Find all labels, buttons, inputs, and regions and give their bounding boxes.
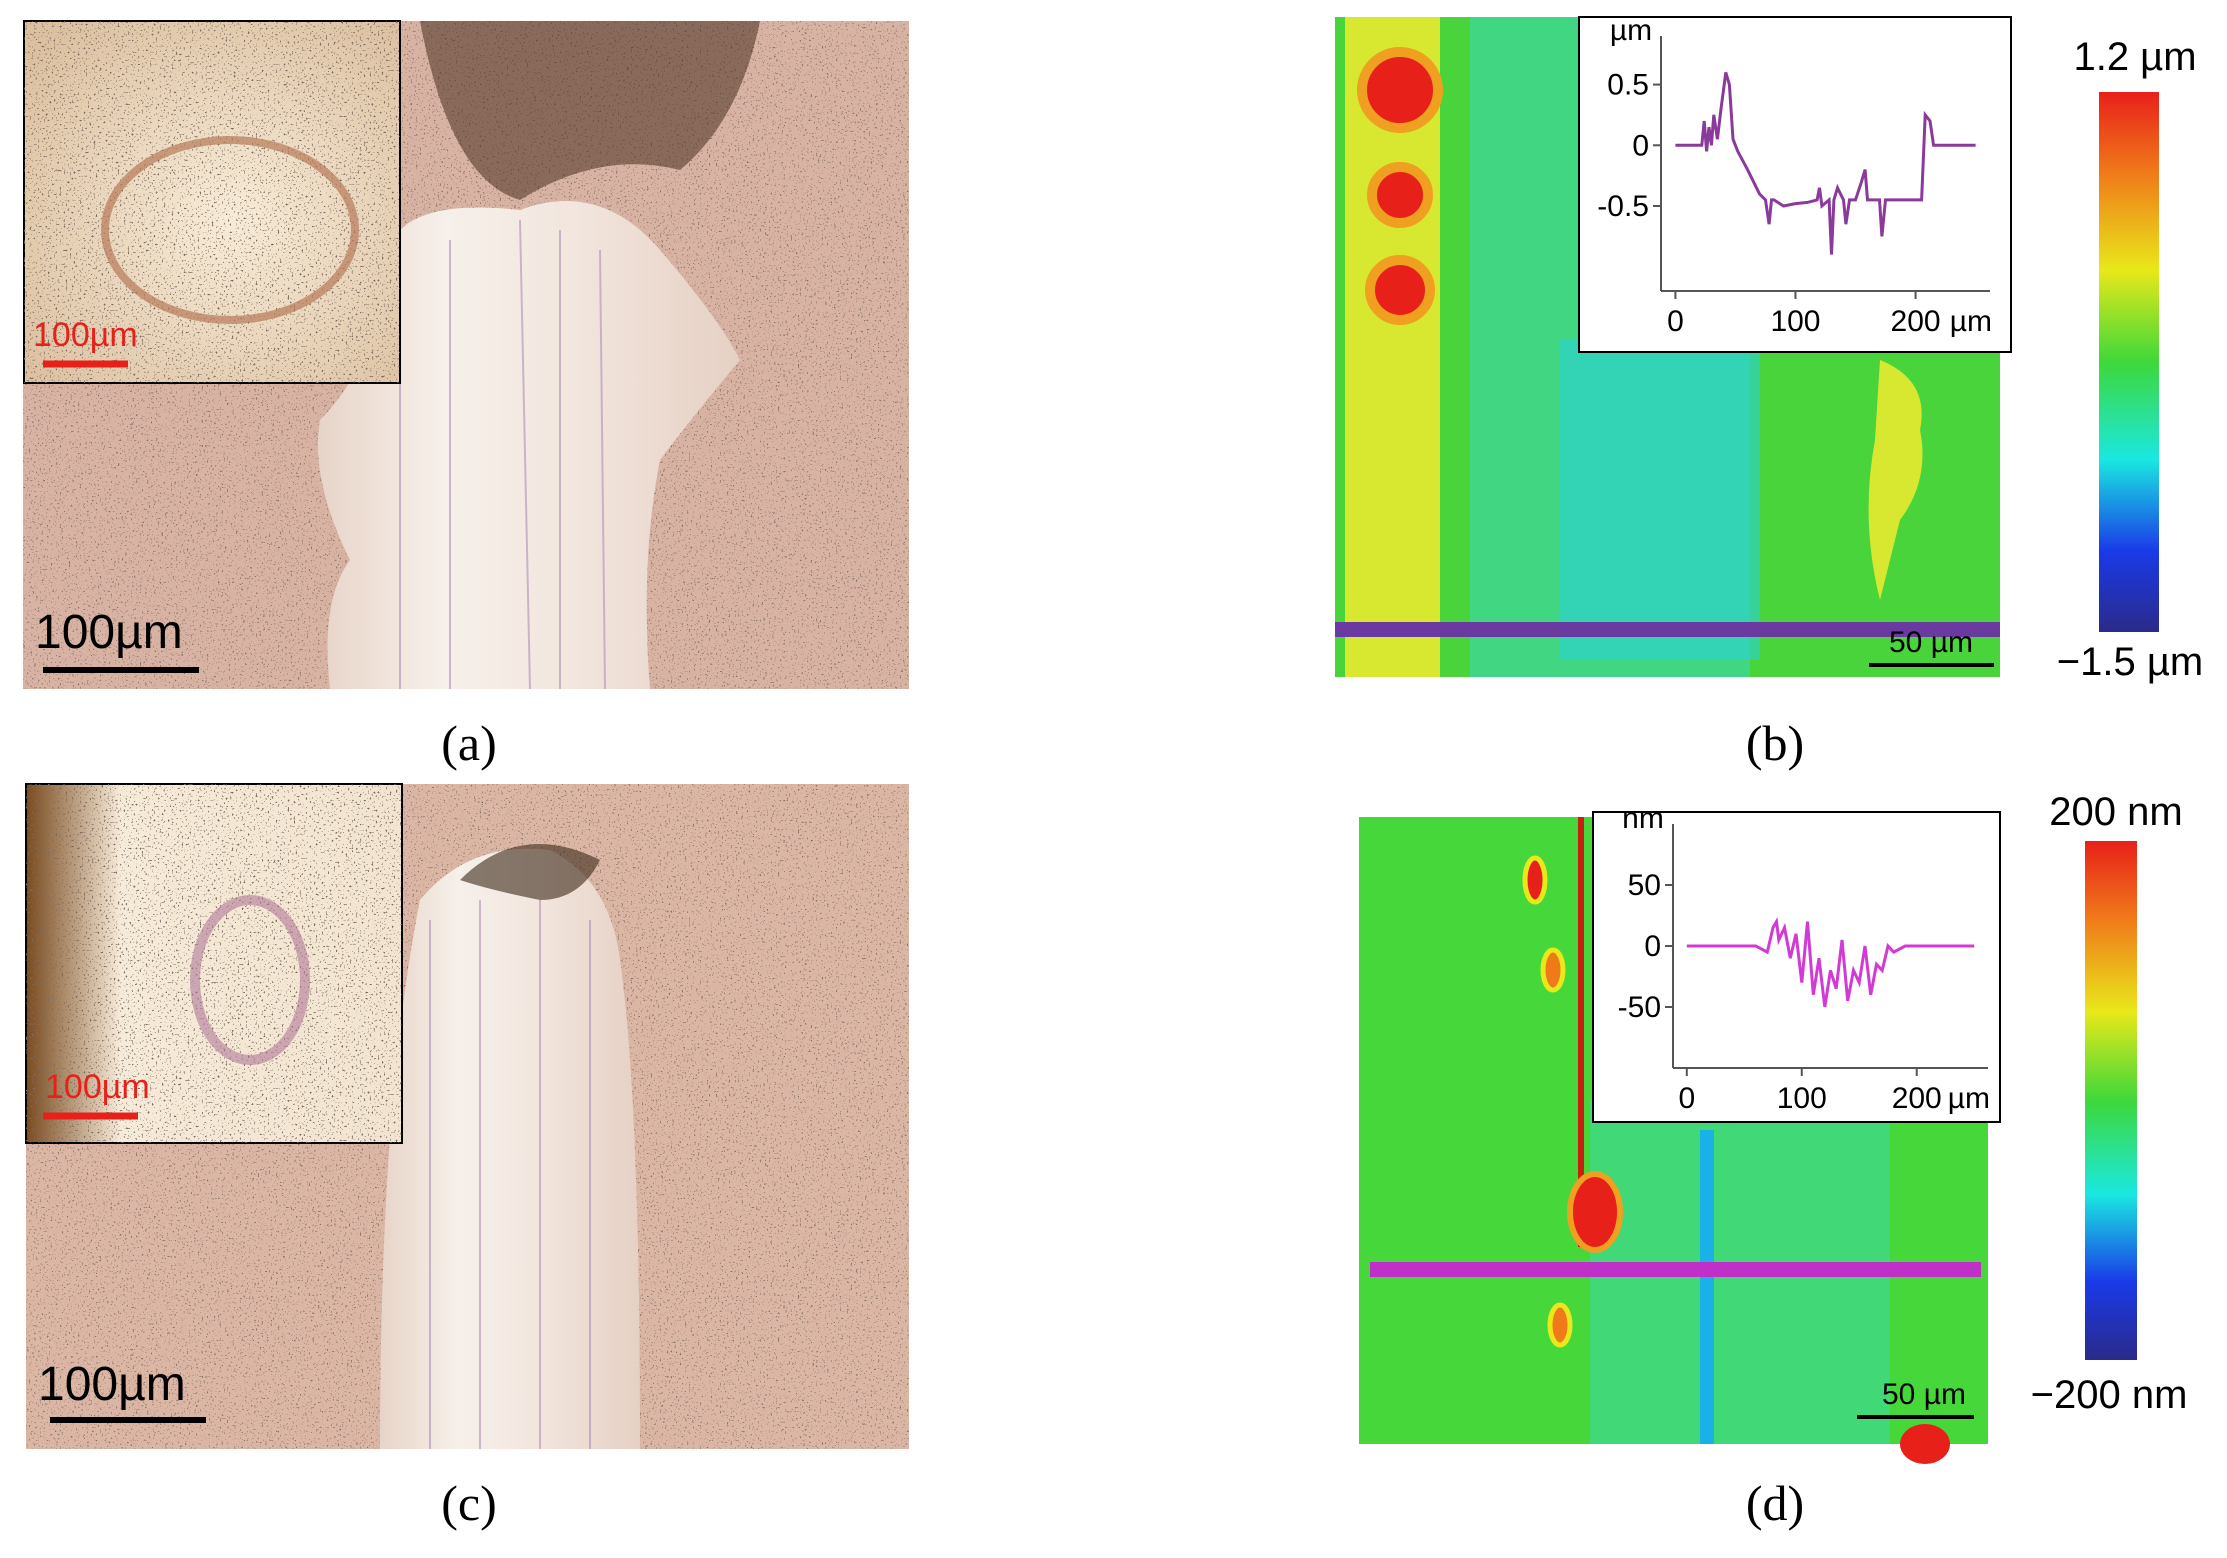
map-peak [1357, 47, 1443, 133]
inset-texture [26, 784, 402, 1143]
y-tick-label: 0.5 [1607, 69, 1649, 102]
colorbar [2099, 92, 2159, 632]
inset-scale-label: 100µm [45, 1068, 150, 1106]
inset-profile: 50 0 -50 0 100 200 µm nm [1618, 802, 1990, 1115]
y-tick-label: 0 [1632, 129, 1649, 162]
inset-chart-frame [1592, 811, 2001, 1123]
x-tick-label: 0 [1678, 1082, 1695, 1115]
wear-track [380, 848, 640, 1449]
micrograph-c: 100µm 100µm [25, 783, 909, 1449]
scale-label: 50 µm [1889, 626, 1973, 659]
inset-scar [190, 895, 310, 1065]
y-tick-label: 50 [1628, 869, 1661, 902]
profile-line [1335, 622, 2000, 637]
inset-scar [101, 136, 359, 324]
x-unit: µm [1950, 305, 1992, 338]
scale-label: 50 µm [1882, 1378, 1966, 1411]
map-peak [1567, 1171, 1623, 1253]
inset-profile: 0.5 0 -0.5 0 100 200 µm µm [1597, 14, 1992, 338]
profile-line [1370, 1262, 1981, 1277]
panel-label: (b) [1746, 715, 1804, 771]
height-map-b: 50 µm 0.5 0 -0.5 0 100 200 µm µm [1335, 14, 2012, 677]
inset-scale-label: 100µm [33, 316, 138, 354]
scale-label: 100µm [38, 1358, 186, 1411]
map-peak [1540, 947, 1566, 993]
map-peak [1547, 1302, 1573, 1348]
map-ridge [1868, 360, 1923, 600]
height-map-d: 50 µm 50 0 -50 0 100 200 µm nm [1359, 802, 2001, 1464]
y-tick-label: -50 [1618, 991, 1661, 1024]
debris [460, 844, 600, 900]
scratches [399, 219, 606, 690]
map-peak [1900, 1424, 1950, 1464]
colorbar-min: −1.5 µm [2057, 640, 2203, 684]
inset-chart-frame [1578, 16, 2012, 353]
panel-label: (a) [441, 715, 497, 771]
x-tick-label: 100 [1770, 305, 1820, 338]
colorbar-max: 1.2 µm [2073, 35, 2196, 79]
map-peak [1367, 162, 1433, 228]
x-tick-label: 200 [1892, 1082, 1942, 1115]
debris [420, 21, 760, 200]
map-peak [1522, 855, 1548, 905]
profile-curve [1675, 71, 1976, 255]
x-tick-label: 100 [1777, 1082, 1827, 1115]
colorbar-min: −200 nm [2031, 1373, 2188, 1417]
scale-label: 100µm [35, 606, 183, 659]
map-groove [1560, 340, 1760, 660]
map-edge [1578, 817, 1584, 1247]
panel-label: (c) [441, 1475, 497, 1531]
scratches [429, 900, 591, 1449]
profile-curve [1686, 916, 1975, 1008]
colorbar [2085, 841, 2137, 1360]
wear-track [318, 201, 740, 689]
y-tick-label: 0 [1644, 930, 1661, 963]
panel-label: (d) [1746, 1475, 1804, 1531]
colorbar-max: 200 nm [2049, 790, 2182, 834]
map-peak [1365, 255, 1435, 325]
x-tick-label: 200 [1891, 305, 1941, 338]
y-tick-label: -0.5 [1597, 190, 1649, 223]
map-groove [1700, 1130, 1714, 1444]
y-unit: nm [1622, 802, 1664, 835]
y-unit: µm [1610, 14, 1652, 47]
x-unit: µm [1948, 1082, 1990, 1115]
micrograph-a: 100µm 100µm [23, 20, 909, 690]
x-tick-label: 0 [1667, 305, 1684, 338]
